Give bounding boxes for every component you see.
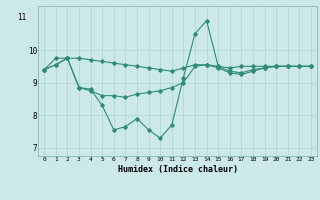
Text: 11: 11 bbox=[18, 13, 27, 22]
X-axis label: Humidex (Indice chaleur): Humidex (Indice chaleur) bbox=[118, 165, 238, 174]
